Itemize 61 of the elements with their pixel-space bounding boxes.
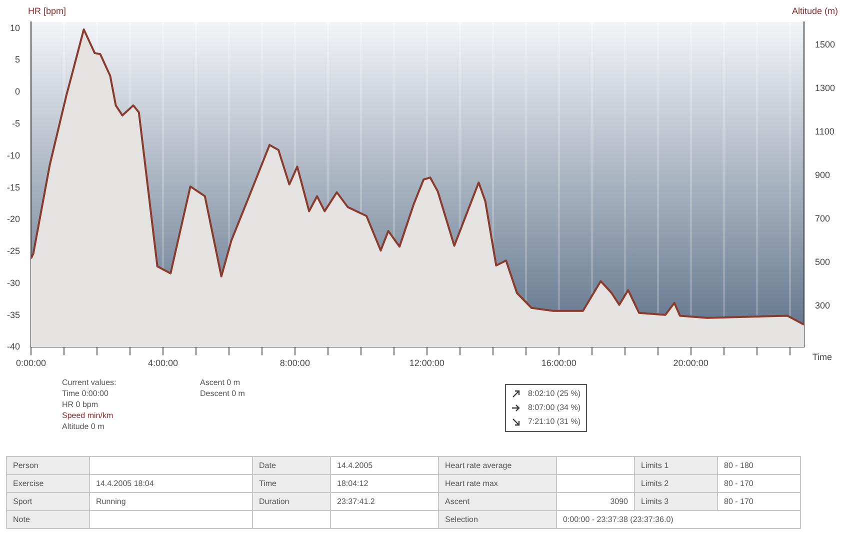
y2-tick-label: 300 — [814, 300, 830, 310]
y-tick-label: -25 — [6, 246, 20, 256]
text: Speed min/km — [62, 410, 114, 421]
text: Descent 0 m — [200, 388, 245, 399]
text: Selection — [438, 510, 556, 528]
text: Ascent — [438, 492, 556, 510]
y-tick-label: -30 — [6, 278, 20, 288]
text: Limits 1 — [634, 456, 718, 474]
text: Heart rate max — [438, 474, 556, 492]
text: 14.4.2005 18:04 — [90, 474, 252, 492]
y-tick-label: 10 — [10, 22, 20, 33]
y-tick-label: -20 — [6, 214, 20, 224]
y-tick-label: -5 — [12, 118, 20, 129]
y2-tick-label: 1100 — [814, 126, 834, 137]
y-tick-label: -10 — [6, 150, 20, 160]
y2-tick-label: 500 — [814, 256, 830, 267]
y2-tick-label: 700 — [814, 214, 830, 224]
text: 80 - 170 — [718, 474, 800, 492]
text: Note — [6, 510, 90, 528]
text: Time — [252, 474, 330, 492]
y2-tick-label: 1500 — [814, 40, 836, 50]
text: Date — [252, 456, 330, 474]
text: 0:00:00 - 23:37:38 (23:37:36.0) — [556, 510, 800, 528]
x-axis-title: Time — [812, 352, 832, 362]
x-tick-label: 12:00:00 — [409, 358, 444, 368]
text: 7:21:10 (31 %) — [528, 416, 580, 428]
y2-tick-label: 1300 — [814, 83, 836, 94]
text: 14.4.2005 — [330, 456, 438, 474]
y-tick-label: 5 — [14, 54, 20, 65]
y2-axis-title: Altitude (m) — [792, 6, 838, 16]
text: 8:07:00 (34 %) — [528, 402, 580, 414]
text: Altitude 0 m — [62, 421, 106, 432]
text: Limits 2 — [634, 474, 718, 492]
text: Exercise — [6, 474, 90, 492]
text: Ascent 0 m — [200, 377, 242, 388]
y-tick-label: 0 — [14, 86, 20, 97]
x-tick-label: 20:00:00 — [673, 358, 708, 368]
text: Current values: — [62, 377, 116, 388]
y-axis-title: HR [bpm] — [28, 6, 66, 16]
text: HR 0 bpm — [62, 399, 100, 410]
x-tick-label: 16:00:00 — [541, 358, 576, 368]
text: Person — [6, 456, 90, 474]
text: Time 0:00:00 — [62, 388, 110, 399]
text: 18:04:12 — [330, 474, 438, 492]
x-tick-label: 4:00:00 — [148, 358, 178, 368]
y2-tick-label: 900 — [814, 170, 830, 180]
text: Sport — [6, 492, 90, 510]
text: 23:37:41.2 — [330, 492, 438, 510]
x-tick-label: 0:00:00 — [16, 358, 46, 368]
y-tick-label: -15 — [6, 182, 20, 192]
text: 80 - 180 — [718, 456, 800, 474]
y-tick-label: -40 — [6, 342, 20, 352]
text: Heart rate average — [438, 456, 556, 474]
text: Running — [90, 492, 252, 510]
x-tick-label: 8:00:00 — [280, 358, 310, 368]
text: 8:02:10 (25 %) — [528, 388, 580, 400]
text: 80 - 170 — [718, 492, 800, 510]
y-tick-label: -35 — [6, 310, 20, 320]
text: 3090 — [556, 492, 634, 510]
text: Duration — [252, 492, 330, 510]
text: Limits 3 — [634, 492, 718, 510]
